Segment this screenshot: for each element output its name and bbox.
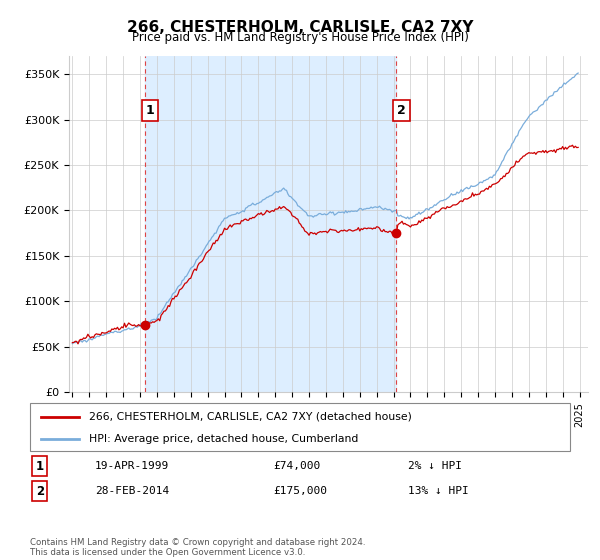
Text: 28-FEB-2014: 28-FEB-2014 bbox=[95, 487, 169, 496]
Text: 266, CHESTERHOLM, CARLISLE, CA2 7XY: 266, CHESTERHOLM, CARLISLE, CA2 7XY bbox=[127, 20, 473, 35]
Text: 2: 2 bbox=[35, 485, 44, 498]
Text: 13% ↓ HPI: 13% ↓ HPI bbox=[408, 487, 469, 496]
Text: 2% ↓ HPI: 2% ↓ HPI bbox=[408, 461, 462, 471]
Text: HPI: Average price, detached house, Cumberland: HPI: Average price, detached house, Cumb… bbox=[89, 434, 359, 444]
Text: 2: 2 bbox=[397, 104, 406, 117]
Text: 1: 1 bbox=[35, 460, 44, 473]
Text: 266, CHESTERHOLM, CARLISLE, CA2 7XY (detached house): 266, CHESTERHOLM, CARLISLE, CA2 7XY (det… bbox=[89, 412, 412, 422]
FancyBboxPatch shape bbox=[30, 403, 570, 451]
Text: Price paid vs. HM Land Registry's House Price Index (HPI): Price paid vs. HM Land Registry's House … bbox=[131, 31, 469, 44]
Text: £74,000: £74,000 bbox=[273, 461, 320, 471]
Text: 1: 1 bbox=[146, 104, 155, 117]
Text: Contains HM Land Registry data © Crown copyright and database right 2024.
This d: Contains HM Land Registry data © Crown c… bbox=[30, 538, 365, 557]
Text: 19-APR-1999: 19-APR-1999 bbox=[95, 461, 169, 471]
Bar bbox=[145, 56, 397, 392]
Text: £175,000: £175,000 bbox=[273, 487, 327, 496]
